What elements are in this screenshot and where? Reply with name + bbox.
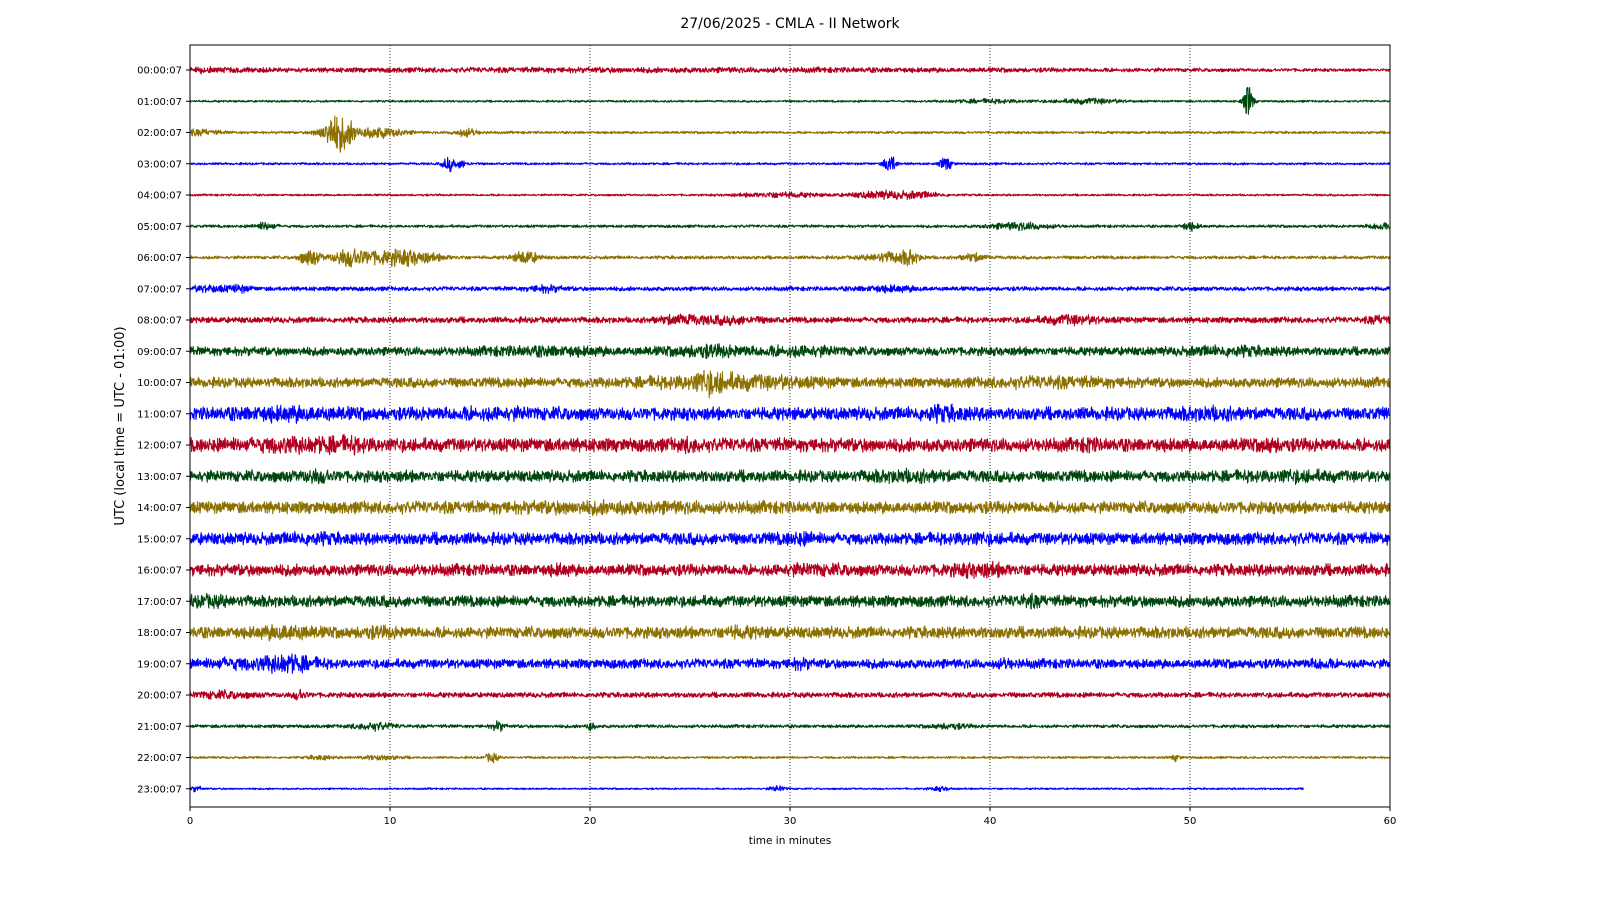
y-tick-label: 21:00:07 [137,722,182,733]
trace-line [189,248,1390,268]
y-tick-label: 12:00:07 [137,441,182,452]
y-tick-label: 08:00:07 [137,316,182,327]
traces [189,65,1391,793]
x-tick-label: 50 [1184,816,1197,827]
x-tick-label: 0 [187,816,193,827]
trace-line [189,752,1391,764]
trace-line [189,623,1391,642]
trace-line [189,343,1390,360]
trace-line [189,433,1391,456]
y-tick-label: 19:00:07 [137,659,182,670]
y-tick-label: 01:00:07 [137,97,182,108]
y-tick-label: 14:00:07 [137,503,182,514]
trace-line [189,785,1305,793]
y-tick-label: 02:00:07 [137,128,182,139]
trace-line [189,369,1391,399]
trace-line [189,653,1391,675]
y-tick-label: 00:00:07 [137,66,182,77]
x-axis-label: time in minutes [749,835,831,847]
y-axis-ticks: 00:00:07 01:00:07 02:00:07 03:00:07 04:00:07… [137,66,190,795]
y-tick-label: 16:00:07 [137,566,182,577]
trace-line [189,283,1391,295]
y-tick-label: 13:00:07 [137,472,182,483]
trace-line [189,189,1391,201]
trace-line [189,560,1391,579]
trace-line [189,498,1391,517]
chart-title: 27/06/2025 - CMLA - II Network [680,16,900,32]
trace-line [189,221,1391,232]
x-axis-ticks: 0 10 20 30 40 50 60 [187,807,1397,827]
x-tick-label: 30 [784,816,797,827]
x-tick-label: 10 [384,816,397,827]
y-tick-label: 18:00:07 [137,628,182,639]
y-tick-label: 04:00:07 [137,191,182,202]
trace-line [189,592,1391,610]
y-tick-label: 05:00:07 [137,222,182,233]
trace-line [189,65,1390,75]
trace-line [189,720,1391,732]
trace-line [189,467,1391,485]
y-tick-label: 23:00:07 [137,784,182,795]
trace-line [189,156,1391,173]
y-tick-label: 10:00:07 [137,378,182,389]
y-tick-label: 22:00:07 [137,753,182,764]
trace-line [189,403,1391,424]
y-tick-label: 07:00:07 [137,284,182,295]
y-tick-label: 09:00:07 [137,347,182,358]
y-tick-label: 17:00:07 [137,597,182,608]
trace-line [189,313,1391,327]
y-tick-label: 15:00:07 [137,534,182,545]
y-axis-label: UTC (local time = UTC - 01:00) [113,326,128,525]
y-tick-label: 20:00:07 [137,691,182,702]
x-tick-label: 60 [1384,816,1397,827]
y-tick-label: 03:00:07 [137,159,182,170]
x-tick-label: 20 [584,816,597,827]
y-tick-label: 11:00:07 [137,409,182,420]
x-tick-label: 40 [984,816,997,827]
trace-line [189,86,1391,115]
grid-lines [389,45,1191,807]
trace-line [189,115,1390,153]
trace-line [189,530,1391,548]
y-tick-label: 06:00:07 [137,253,182,264]
trace-line [189,689,1391,701]
